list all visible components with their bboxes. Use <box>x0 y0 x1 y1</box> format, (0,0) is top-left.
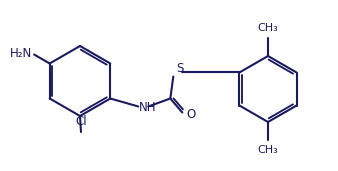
Text: CH₃: CH₃ <box>258 23 279 33</box>
Text: S: S <box>177 62 184 75</box>
Text: CH₃: CH₃ <box>258 145 279 155</box>
Text: NH: NH <box>139 101 157 114</box>
Text: O: O <box>186 108 196 121</box>
Text: H₂N: H₂N <box>10 47 32 60</box>
Text: Cl: Cl <box>75 115 87 128</box>
